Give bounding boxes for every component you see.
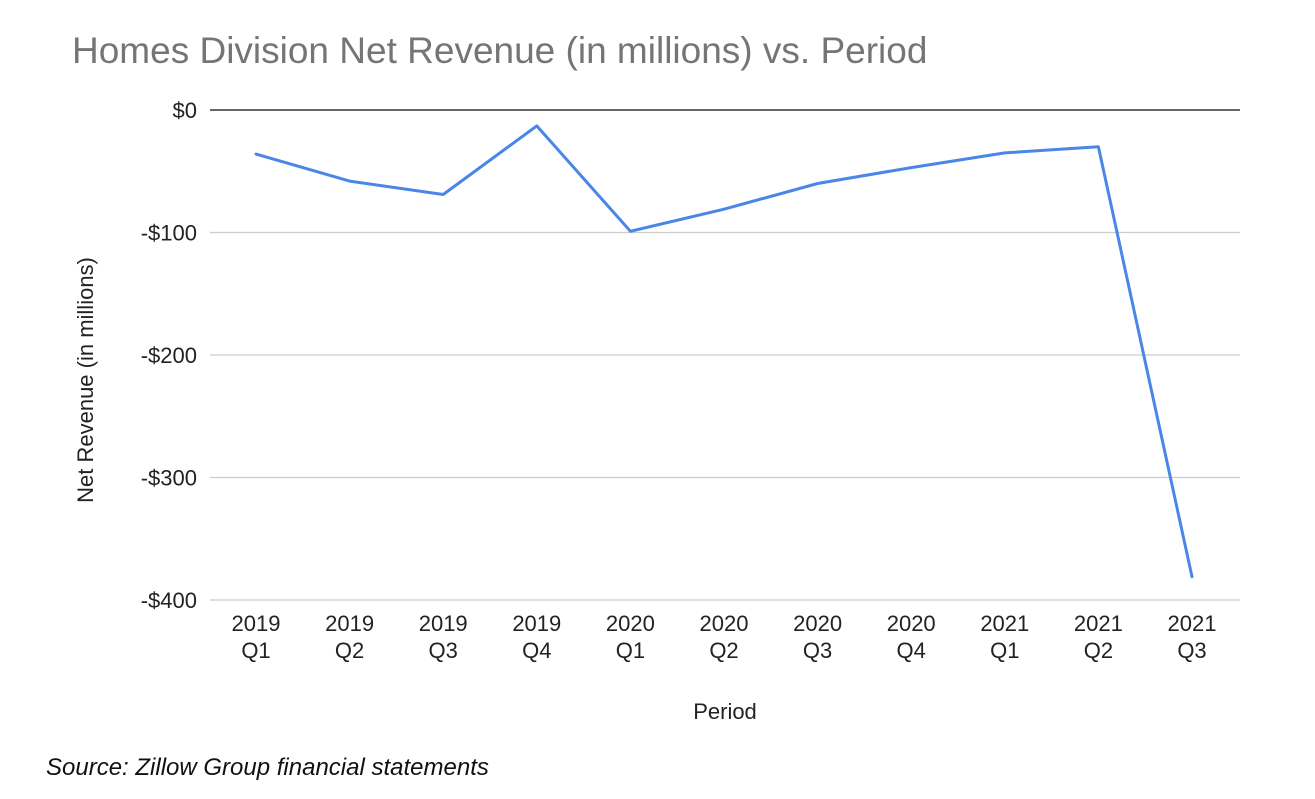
grid-layer xyxy=(210,109,1240,601)
source-note: Source: Zillow Group financial statement… xyxy=(46,754,489,781)
series-layer xyxy=(254,124,1194,579)
chart-title: Homes Division Net Revenue (in millions)… xyxy=(72,30,927,71)
x-tick-label: 2019 Q1 xyxy=(232,611,281,663)
x-tick-label: 2020 Q3 xyxy=(793,611,842,663)
x-tick-label: 2019 Q2 xyxy=(325,611,374,663)
x-tick-label: 2020 Q1 xyxy=(606,611,655,663)
x-tick-labels: 2019 Q1 2019 Q2 2019 Q3 2019 Q4 2020 Q1 2020 Q2 2020… xyxy=(232,611,1217,663)
x-axis-label: Period xyxy=(693,699,757,724)
series-line xyxy=(254,124,1194,579)
x-tick-label: 2020 Q2 xyxy=(700,611,749,663)
y-tick-label: -$100 xyxy=(141,221,197,246)
x-tick-label: 2021 Q1 xyxy=(980,611,1029,663)
y-tick-label: $0 xyxy=(173,98,197,123)
x-tick-label: 2021 Q3 xyxy=(1168,611,1217,663)
y-axis-label: Net Revenue (in millions) xyxy=(73,257,98,503)
y-tick-label: -$200 xyxy=(141,343,197,368)
y-tick-label: -$400 xyxy=(141,588,197,613)
x-tick-label: 2019 Q3 xyxy=(419,611,468,663)
x-tick-label: 2019 Q4 xyxy=(512,611,561,663)
y-tick-labels: $0 -$100 -$200 -$300 -$400 xyxy=(141,98,197,613)
x-tick-label: 2020 Q4 xyxy=(887,611,936,663)
y-tick-label: -$300 xyxy=(141,466,197,491)
x-tick-label: 2021 Q2 xyxy=(1074,611,1123,663)
